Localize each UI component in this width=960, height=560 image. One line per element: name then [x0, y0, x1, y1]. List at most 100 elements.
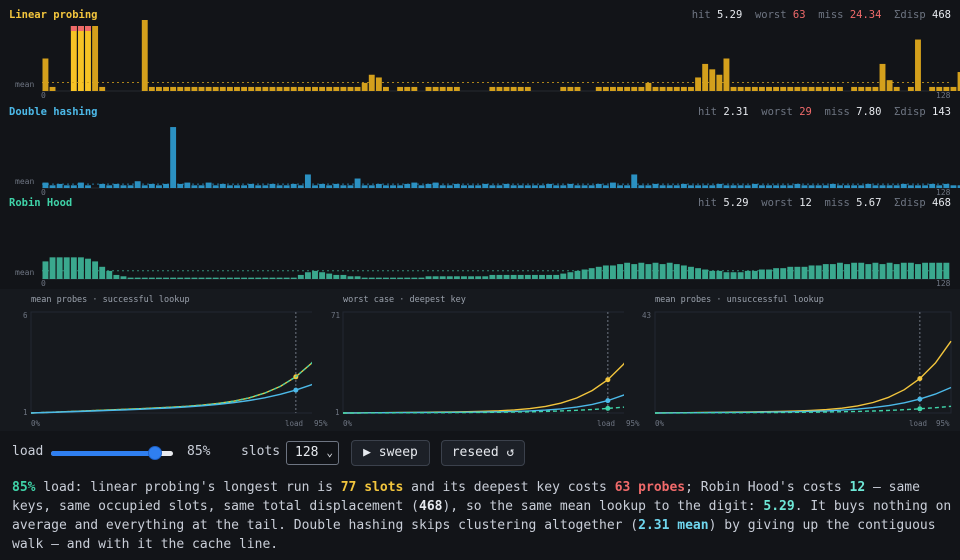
slot-bar	[276, 185, 283, 188]
slot-bar	[361, 277, 368, 279]
slot-bar	[631, 86, 638, 91]
x-tick-start: 0	[41, 188, 46, 197]
hit-value: 5.29	[717, 9, 743, 21]
slot-bar	[99, 86, 106, 91]
y-max-right-label: 71	[331, 311, 341, 320]
slot-bar	[936, 86, 943, 91]
plot-worst-svg	[342, 311, 624, 414]
slot-bar	[801, 86, 808, 91]
slot-bar	[794, 183, 801, 188]
slot-bar	[801, 266, 808, 279]
load-point	[917, 396, 923, 402]
slot-bar	[744, 86, 751, 91]
slot-bar	[659, 86, 666, 91]
slot-bar	[297, 86, 304, 91]
miss-label: miss	[824, 106, 850, 118]
slot-bar	[936, 262, 943, 279]
overflow-cap	[77, 26, 84, 31]
slot-bar	[808, 86, 815, 91]
plot-frame	[654, 311, 952, 414]
desc-load: 85%	[12, 480, 36, 495]
slot-bar	[312, 86, 318, 91]
disp-label: Σdisp	[894, 197, 926, 209]
slot-bar	[709, 185, 716, 188]
slot-bar	[127, 277, 134, 279]
slot-bar	[262, 86, 269, 91]
slot-bar	[390, 185, 396, 188]
series-line	[343, 406, 624, 414]
slot-bar	[688, 86, 694, 91]
slot-bar	[702, 63, 709, 91]
slot-bar	[496, 274, 503, 279]
slots-select[interactable]: 128 ⌄	[286, 441, 339, 465]
miss-label: miss	[818, 9, 844, 21]
slot-bar	[163, 183, 169, 188]
slot-bar	[602, 86, 609, 91]
slot-bar	[163, 86, 169, 91]
slot-bar	[56, 183, 63, 188]
slot-bar	[524, 274, 531, 279]
slot-bar	[56, 257, 63, 279]
slot-bar	[915, 264, 921, 279]
slot-bar	[212, 277, 219, 279]
slot-bar	[368, 74, 375, 91]
miss-value: 5.67	[856, 197, 882, 209]
slider-thumb[interactable]	[147, 446, 162, 460]
slot-bar	[730, 86, 737, 91]
slot-bar	[610, 86, 616, 91]
slot-bar	[375, 183, 382, 188]
slot-bar	[170, 277, 177, 279]
slot-bar	[744, 270, 751, 280]
y-min-label: 1	[23, 408, 28, 417]
slot-bar	[652, 262, 659, 279]
load-slider[interactable]	[51, 446, 173, 460]
slot-bar	[524, 86, 531, 91]
slot-bar	[737, 185, 744, 188]
disp-value: 468	[932, 9, 951, 21]
series-line	[342, 362, 624, 414]
slot-bar	[383, 86, 389, 91]
slot-bar	[560, 185, 567, 188]
slot-bar	[326, 185, 333, 188]
slot-bar	[695, 185, 702, 188]
slot-bar	[858, 185, 865, 188]
series-line	[654, 405, 952, 414]
load-point	[293, 387, 299, 393]
series-line	[30, 361, 312, 414]
slot-bar	[858, 262, 865, 279]
slot-bar	[326, 273, 333, 279]
slot-bar	[411, 182, 418, 188]
plot-label: worst case · deepest key	[343, 295, 466, 305]
y-max-label: 6	[23, 311, 28, 320]
slot-bar	[148, 86, 155, 91]
slot-bar	[758, 86, 765, 91]
slot-bar	[688, 266, 694, 279]
panel-title: Linear probing	[9, 9, 98, 21]
slot-bar	[468, 276, 475, 279]
slot-bar	[730, 185, 737, 188]
slot-bar	[915, 185, 921, 188]
slot-bar	[170, 127, 177, 188]
slot-bar	[766, 269, 772, 279]
slot-bar	[957, 185, 960, 188]
x-start-label: 0%	[31, 419, 41, 428]
slot-bar	[950, 86, 957, 91]
slot-bar	[453, 276, 460, 279]
reseed-button[interactable]: reseed ↺	[441, 440, 525, 466]
slot-bar	[70, 26, 77, 91]
slot-bar	[510, 274, 517, 279]
slot-bar	[886, 262, 893, 279]
x-start-label: 0%	[343, 419, 353, 428]
slot-bar	[368, 185, 375, 188]
slot-bar	[439, 276, 446, 279]
sweep-button[interactable]: ▶ sweep	[351, 440, 430, 466]
overflow-cap	[70, 26, 77, 31]
slot-bar	[92, 26, 99, 91]
slot-bar	[610, 265, 616, 279]
slot-bar	[574, 86, 581, 91]
slot-bar	[269, 86, 276, 91]
slot-bar	[85, 258, 91, 279]
slot-bar	[922, 185, 929, 188]
slot-bar	[99, 183, 106, 188]
slot-bar	[780, 86, 787, 91]
